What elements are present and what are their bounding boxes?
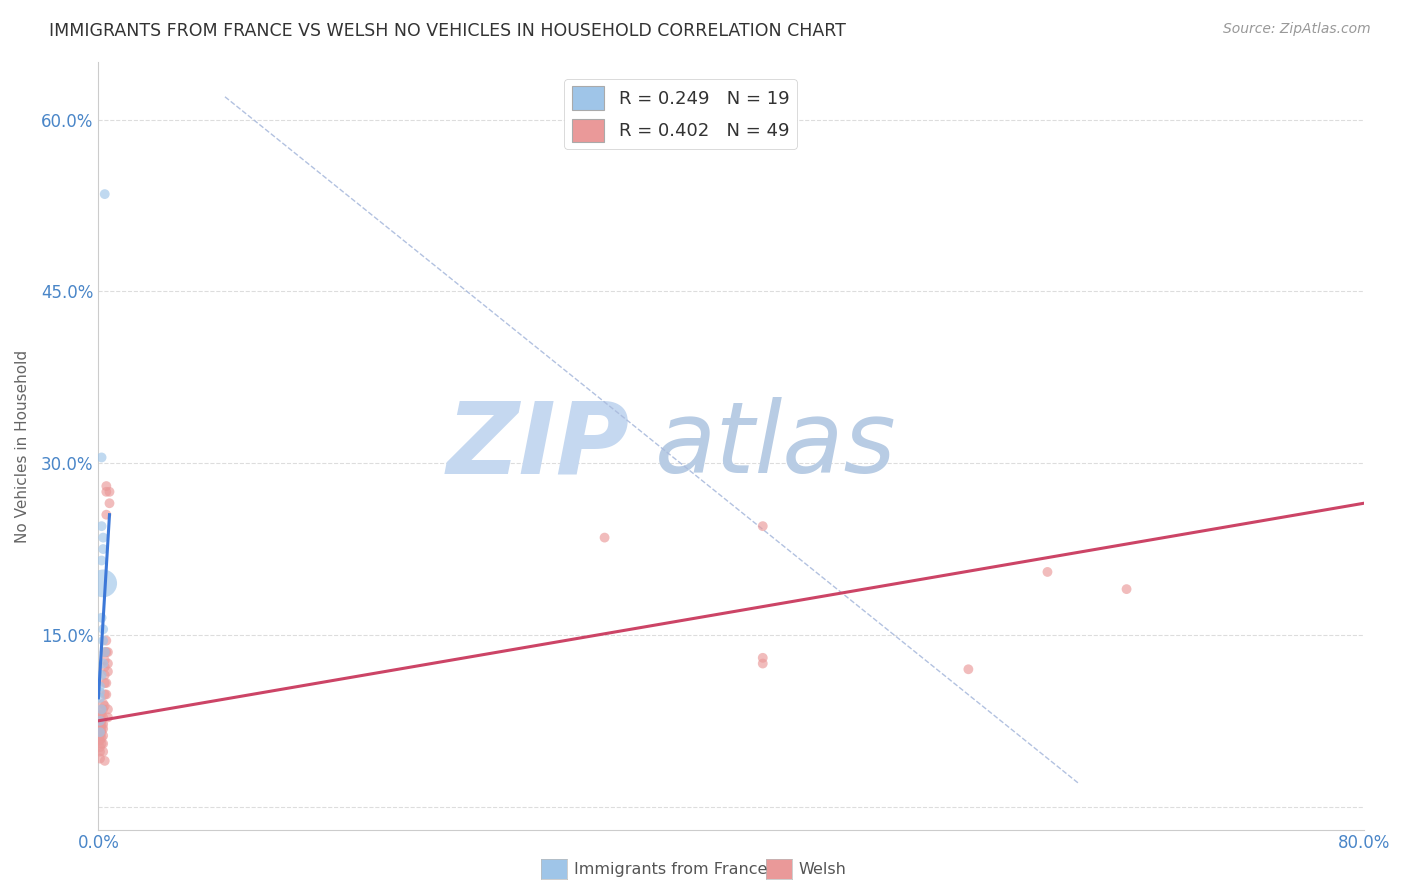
Point	[89, 725, 111, 739]
Point	[89, 751, 111, 765]
Point	[96, 479, 118, 493]
Point	[97, 645, 120, 659]
Point	[93, 645, 117, 659]
Point	[93, 653, 117, 667]
Point	[90, 702, 112, 716]
Point	[96, 484, 118, 499]
Point	[98, 484, 121, 499]
Point	[90, 611, 112, 625]
Point	[751, 657, 773, 671]
Text: Source: ZipAtlas.com: Source: ZipAtlas.com	[1223, 22, 1371, 37]
Point	[96, 508, 118, 522]
Point	[91, 657, 114, 671]
Point	[89, 745, 111, 759]
Point	[91, 697, 114, 711]
Point	[90, 519, 112, 533]
Text: Immigrants from France: Immigrants from France	[574, 863, 768, 877]
Y-axis label: No Vehicles in Household: No Vehicles in Household	[15, 350, 30, 542]
Point	[1036, 565, 1059, 579]
Point	[90, 722, 112, 736]
Text: atlas: atlas	[655, 398, 897, 494]
Point	[97, 710, 120, 724]
Point	[91, 729, 114, 743]
Text: ZIP: ZIP	[447, 398, 630, 494]
Point	[93, 645, 117, 659]
Point	[93, 660, 117, 674]
Point	[91, 737, 114, 751]
Point	[91, 633, 114, 648]
Point	[98, 496, 121, 510]
Point	[97, 665, 120, 679]
Point	[91, 722, 114, 736]
Point	[91, 542, 114, 557]
Text: Welsh: Welsh	[799, 863, 846, 877]
Point	[90, 668, 112, 682]
Point	[90, 553, 112, 567]
Text: IMMIGRANTS FROM FRANCE VS WELSH NO VEHICLES IN HOUSEHOLD CORRELATION CHART: IMMIGRANTS FROM FRANCE VS WELSH NO VEHIC…	[49, 22, 846, 40]
Point	[91, 702, 114, 716]
Point	[91, 745, 114, 759]
Point	[89, 690, 111, 705]
Point	[90, 708, 112, 723]
Point	[90, 725, 112, 739]
Point	[96, 633, 118, 648]
Point	[89, 725, 111, 739]
Point	[93, 187, 117, 202]
Point	[89, 680, 111, 694]
Point	[96, 645, 118, 659]
Point	[89, 729, 111, 743]
Point	[89, 714, 111, 728]
Point	[89, 719, 111, 733]
Point	[97, 702, 120, 716]
Point	[89, 708, 111, 723]
Point	[90, 714, 112, 728]
Point	[751, 650, 773, 665]
Point	[91, 717, 114, 731]
Point	[96, 676, 118, 690]
Point	[89, 685, 111, 699]
Point	[93, 698, 117, 713]
Point	[593, 531, 616, 545]
Point	[90, 737, 112, 751]
Point	[91, 622, 114, 636]
Point	[93, 676, 117, 690]
Point	[957, 662, 980, 676]
Point	[96, 688, 118, 702]
Point	[90, 450, 112, 465]
Point	[90, 731, 112, 745]
Point	[89, 733, 111, 747]
Legend: R = 0.249   N = 19, R = 0.402   N = 49: R = 0.249 N = 19, R = 0.402 N = 49	[564, 79, 797, 149]
Point	[89, 714, 111, 728]
Point	[91, 710, 114, 724]
Point	[89, 740, 111, 755]
Point	[93, 688, 117, 702]
Point	[97, 657, 120, 671]
Point	[1115, 582, 1137, 596]
Point	[93, 754, 117, 768]
Point	[91, 576, 114, 591]
Point	[90, 702, 112, 716]
Point	[751, 519, 773, 533]
Point	[90, 717, 112, 731]
Point	[91, 531, 114, 545]
Point	[93, 668, 117, 682]
